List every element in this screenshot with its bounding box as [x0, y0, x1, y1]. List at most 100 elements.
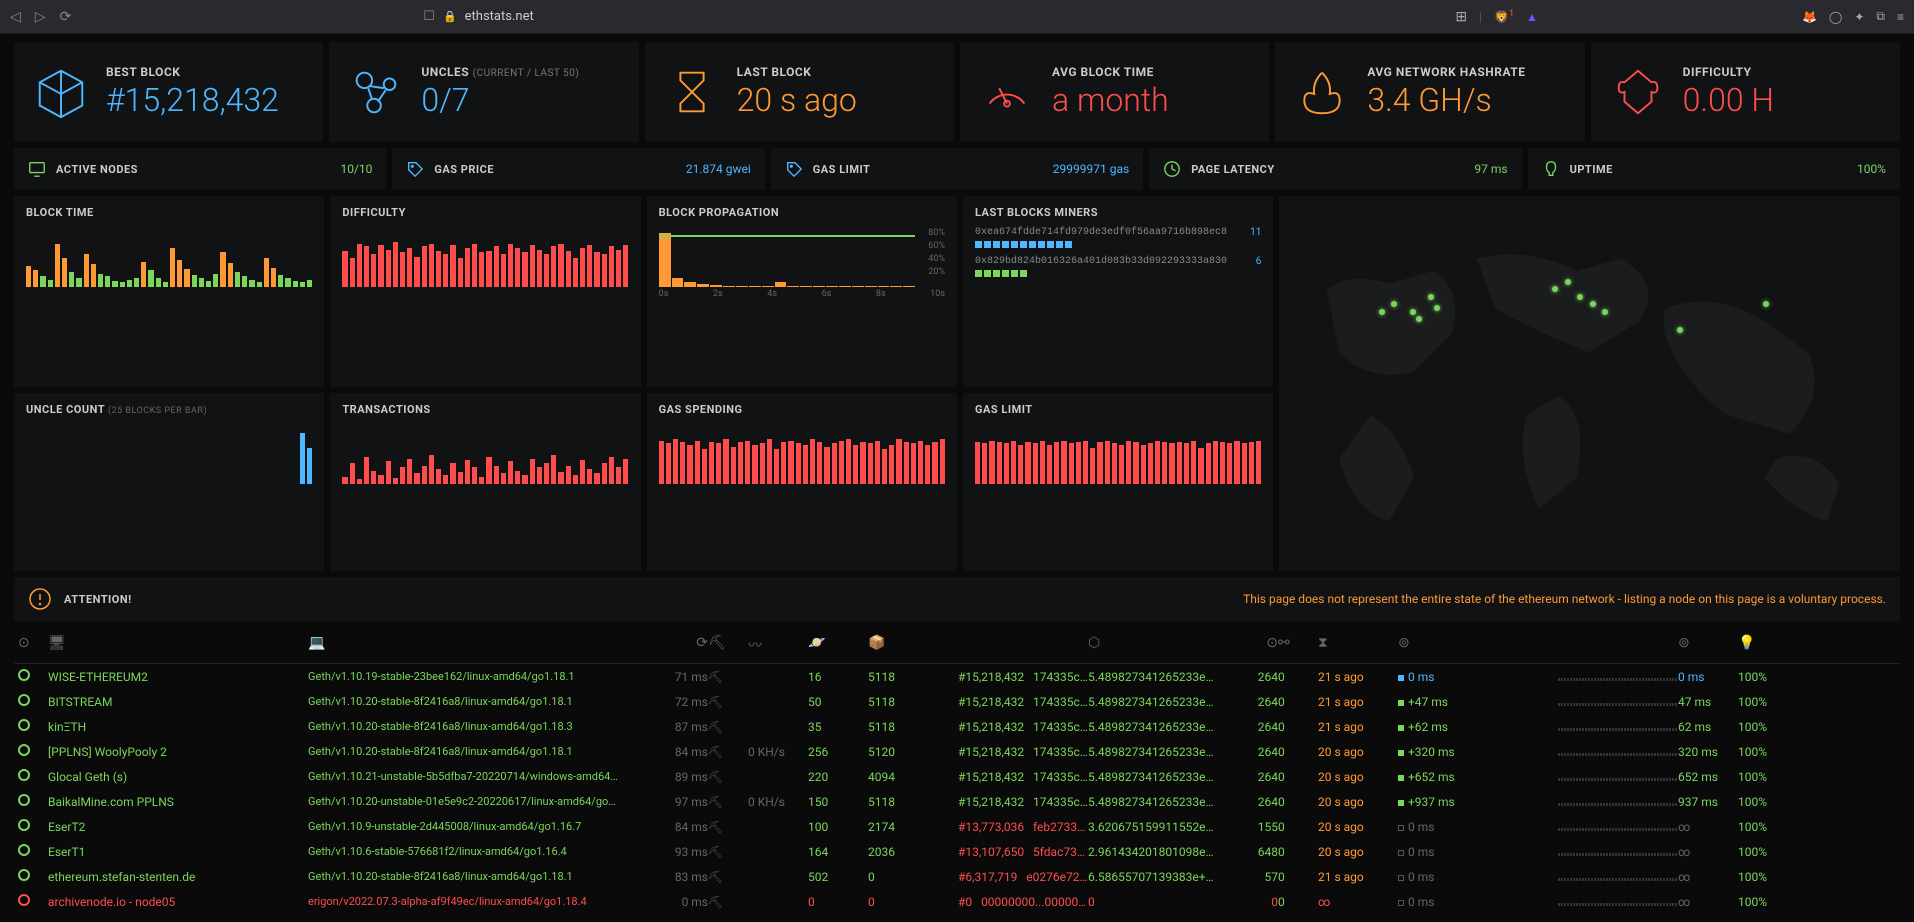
node-name: BITSTREAM: [48, 695, 308, 709]
status-dot: [18, 869, 30, 881]
col-mining-icon[interactable]: ⛏: [708, 635, 748, 655]
pickaxe-icon: ⛏: [708, 670, 748, 684]
node-avg: 62 ms: [1678, 720, 1738, 734]
col-pending-icon[interactable]: 📦: [868, 635, 958, 655]
node-pending: 5118: [868, 695, 958, 709]
node-name: BaikalMine.com PPLNS: [48, 795, 308, 809]
extensions-icon[interactable]: ✦: [1854, 10, 1864, 24]
status-dot: [18, 744, 30, 756]
monitor-icon: [28, 160, 46, 178]
col-td-icon[interactable]: ⬡: [1088, 635, 1218, 655]
node-lastblock: ∞: [1318, 895, 1398, 909]
stat-label: AVG NETWORK HASHRATE: [1367, 65, 1525, 79]
node-prop: 0 ms: [1398, 870, 1558, 884]
node-sparkline: [1558, 669, 1678, 684]
node-pending: 0: [868, 870, 958, 884]
nav-back-icon[interactable]: ◁: [10, 9, 21, 25]
col-avg-icon[interactable]: ⊚: [1678, 635, 1738, 655]
node-td: 5.489827341265233e+22: [1088, 670, 1218, 684]
nav-forward-icon[interactable]: ▷: [35, 9, 46, 25]
node-client: Geth/v1.10.9-unstable-2d445008/linux-amd…: [308, 820, 618, 833]
table-row[interactable]: kinΞTH Geth/v1.10.20-stable-8f2416a8/lin…: [14, 714, 1900, 739]
col-client-icon[interactable]: 💻: [308, 635, 618, 655]
node-latency: 84 ms: [618, 820, 708, 834]
table-row[interactable]: BITSTREAM Geth/v1.10.20-stable-8f2416a8/…: [14, 689, 1900, 714]
table-row[interactable]: ethereum.stefan-stenten.de Geth/v1.10.20…: [14, 864, 1900, 889]
node-avg: 320 ms: [1678, 745, 1738, 759]
qr-icon[interactable]: ⊞: [1455, 9, 1467, 25]
block-time-chart: BLOCK TIME: [14, 196, 324, 387]
node-sparkline: [1558, 894, 1678, 909]
node-pending: 0: [868, 895, 958, 909]
col-uncles-icon[interactable]: ⚯: [1278, 635, 1318, 655]
table-row[interactable]: WISE-ETHEREUM2 Geth/v1.10.19-stable-23be…: [14, 664, 1900, 689]
col-status-icon[interactable]: ⊙: [18, 635, 48, 655]
world-map: [1279, 196, 1900, 571]
node-pending: 5118: [868, 720, 958, 734]
stat-label: DIFFICULTY: [1683, 65, 1774, 79]
table-row[interactable]: archivenode.io - node05 erigon/v2022.07.…: [14, 889, 1900, 914]
node-block: #6,317,719 e0276e72...155c86c6: [958, 870, 1088, 884]
node-uptime: 100%: [1738, 870, 1788, 884]
node-block: #15,218,432 174335c1...9a228ba7: [958, 795, 1088, 809]
node-txs: 57: [1218, 870, 1278, 884]
table-row[interactable]: EserT1 Geth/v1.10.6-stable-576681f2/linu…: [14, 839, 1900, 864]
node-uncles: 0: [1278, 820, 1318, 834]
table-row[interactable]: Glocal Geth (s) Geth/v1.10.21-unstable-5…: [14, 764, 1900, 789]
difficulty-chart: DIFFICULTY: [330, 196, 640, 387]
node-block: #0 00000000...00000000: [958, 895, 1088, 909]
node-peers: 50: [808, 695, 868, 709]
table-row[interactable]: EserT2 Geth/v1.10.9-unstable-2d445008/li…: [14, 814, 1900, 839]
node-pending: 4094: [868, 770, 958, 784]
pickaxe-icon: ⛏: [708, 745, 748, 759]
big-stat: BEST BLOCK #15,218,432: [14, 42, 323, 142]
node-latency: 72 ms: [618, 695, 708, 709]
gas-limit-chart: GAS LIMIT: [963, 393, 1273, 572]
status-dot: [18, 769, 30, 781]
menu-icon[interactable]: ≡: [1897, 10, 1904, 24]
stat-value: 97 ms: [1474, 162, 1507, 176]
address-bar[interactable]: ☐ 🔒 ethstats.net: [423, 9, 533, 24]
col-name-icon[interactable]: 🖥: [48, 635, 308, 655]
node-client: erigon/v2022.07.3-alpha-af9f49ec/linux-a…: [308, 895, 618, 908]
col-uptime-icon[interactable]: 💡: [1738, 635, 1788, 655]
node-latency: 93 ms: [618, 845, 708, 859]
col-latency-icon[interactable]: ⟳: [618, 635, 708, 655]
stat-value: 21.874 gwei: [686, 162, 751, 176]
node-name: [PPLNS] WoolyPooly 2: [48, 745, 308, 759]
node-sparkline: [1558, 719, 1678, 734]
table-row[interactable]: BaikalMine.com PPLNS Geth/v1.10.20-unsta…: [14, 789, 1900, 814]
col-peers-icon[interactable]: 🪐: [808, 635, 868, 655]
node-lastblock: 20 s ago: [1318, 770, 1398, 784]
node-uptime: 100%: [1738, 770, 1788, 784]
pickaxe-icon: ⛏: [708, 845, 748, 859]
extension-icon[interactable]: ◯: [1829, 10, 1842, 24]
node-hashrate: 0 KH/s: [748, 745, 808, 759]
brave-rewards-icon[interactable]: ▲: [1526, 10, 1538, 24]
brave-shield-icon[interactable]: 🦁1: [1494, 9, 1514, 24]
metamask-icon[interactable]: 🦊: [1802, 10, 1817, 24]
cube-icon: [32, 63, 90, 121]
node-uptime: 100%: [1738, 795, 1788, 809]
url-host: ethstats.net: [465, 9, 534, 24]
big-stat: AVG BLOCK TIME a month: [960, 42, 1269, 142]
nav-reload-icon[interactable]: ⟳: [60, 9, 72, 25]
node-td: 5.489827341265233e+22: [1088, 795, 1218, 809]
sidebar-icon[interactable]: ⧉: [1876, 9, 1885, 24]
node-lastblock: 20 s ago: [1318, 820, 1398, 834]
node-peers: 16: [808, 670, 868, 684]
node-txs: 264: [1218, 670, 1278, 684]
status-dot: [18, 694, 30, 706]
bookmark-icon[interactable]: ☐: [423, 9, 435, 24]
col-txs-icon[interactable]: ⊙: [1218, 635, 1278, 655]
warning-icon: [28, 587, 52, 611]
table-row[interactable]: [PPLNS] WoolyPooly 2 Geth/v1.10.20-stabl…: [14, 739, 1900, 764]
stat-label: GAS LIMIT: [813, 163, 871, 176]
stat-value: 20 s ago: [737, 81, 857, 119]
col-hashrate-icon[interactable]: 〰: [748, 635, 808, 655]
col-prop-icon[interactable]: ⊚: [1398, 635, 1558, 655]
node-lastblock: 21 s ago: [1318, 670, 1398, 684]
node-latency: 0 ms: [618, 895, 708, 909]
col-lastblock-icon[interactable]: ⧗: [1318, 635, 1398, 655]
node-uncles: 0: [1278, 670, 1318, 684]
